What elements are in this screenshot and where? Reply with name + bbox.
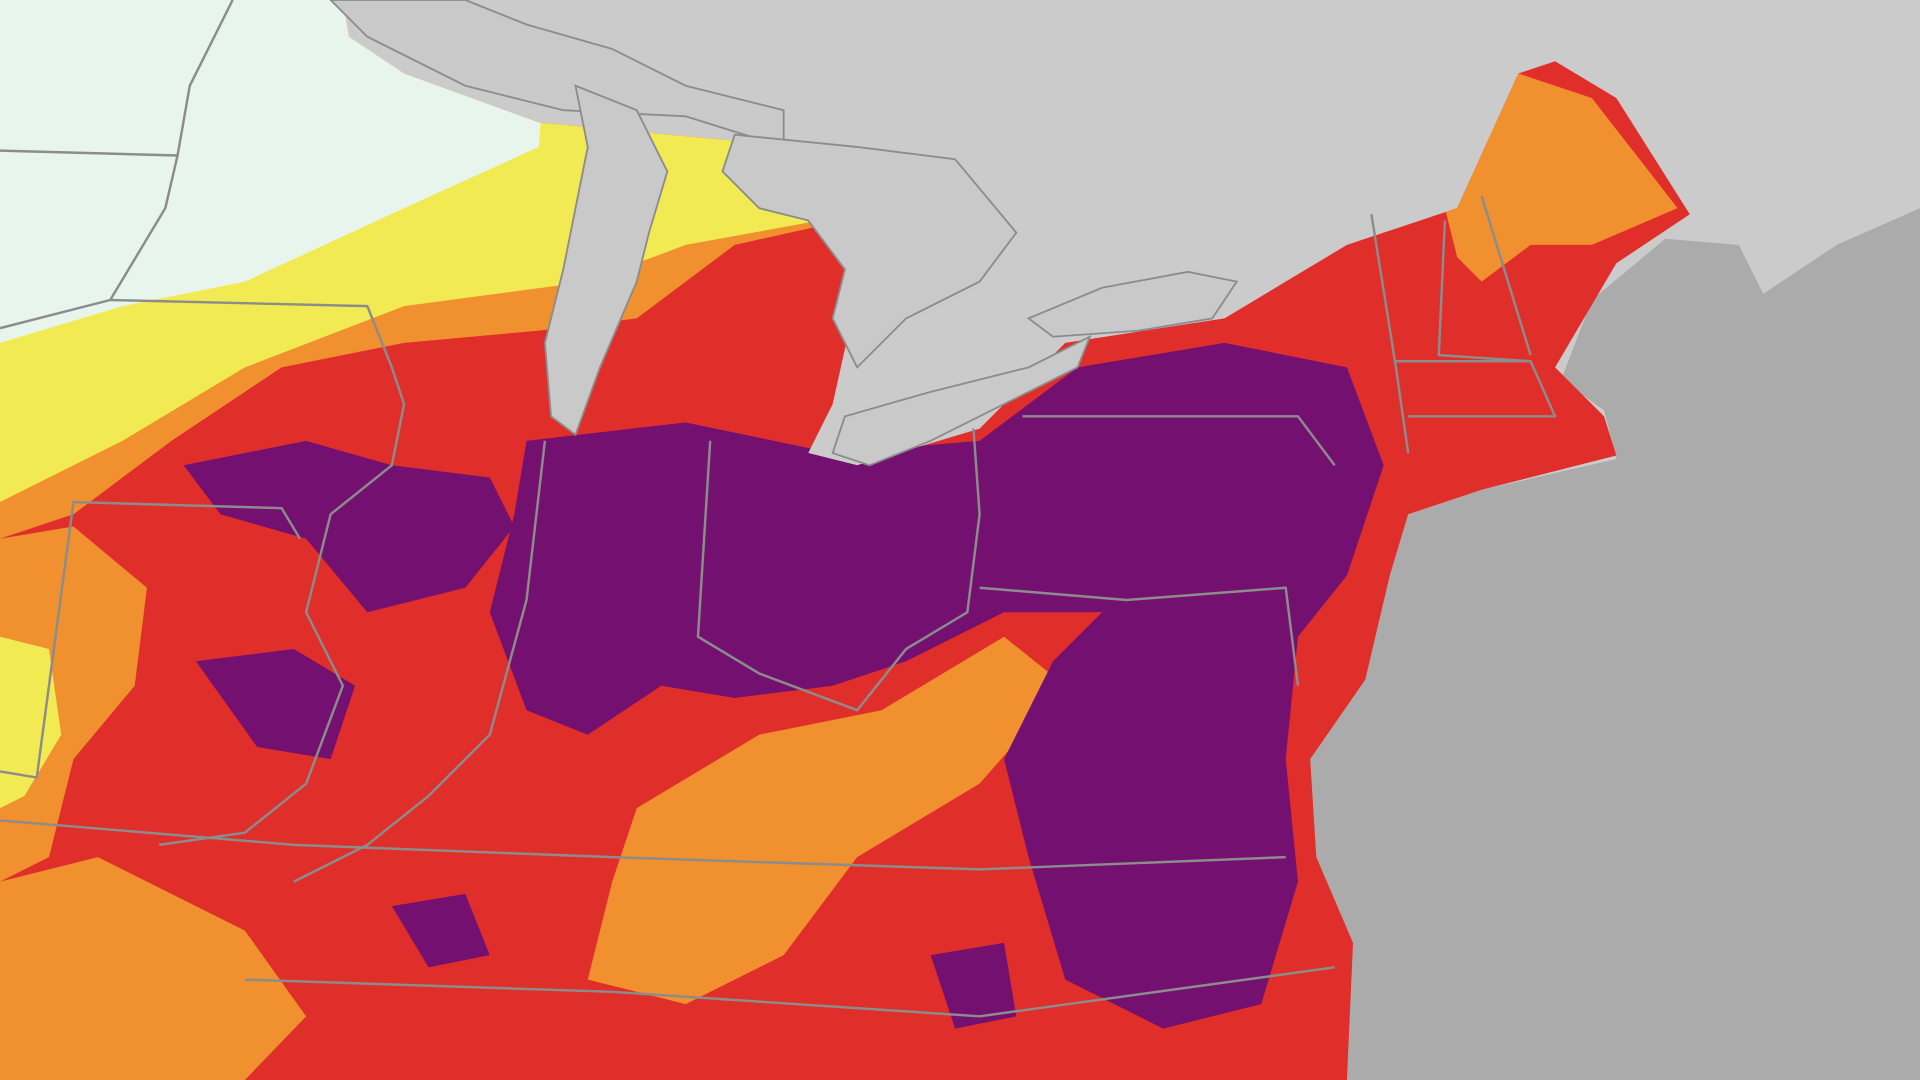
state-border (1370, 214, 1410, 454)
state-border (1437, 220, 1531, 363)
lakes (329, 0, 1239, 467)
lake-michigan (543, 84, 669, 437)
heat-orange-west (0, 526, 147, 882)
state-border (0, 500, 302, 779)
state-border (0, 149, 179, 330)
heat-purple-carolina (930, 942, 1017, 1029)
heat-purple-illinois (183, 440, 515, 613)
lake-superior (329, 0, 785, 149)
heat-purple-missouri (195, 648, 356, 760)
lake-huron (721, 133, 1018, 369)
heat-orange-southwest (0, 857, 307, 1080)
lake-ontario (1026, 270, 1239, 338)
state-border (176, 0, 234, 156)
heat-yellow-west (0, 636, 62, 809)
heat-orange-maine (1444, 73, 1678, 282)
state-border (1395, 360, 1557, 418)
heat-orange-appalachia (587, 636, 1066, 1005)
heat-purple-tennessee (391, 893, 490, 968)
state-border (1022, 415, 1336, 467)
heat-purple-core (489, 342, 1384, 1029)
state-border (0, 819, 1286, 871)
state-border (696, 428, 981, 712)
lake-erie (831, 334, 1092, 467)
state-borders (0, 0, 1557, 1018)
heat-lowest (0, 0, 552, 343)
ocean (1310, 208, 1920, 1080)
state-border (293, 440, 547, 883)
state-border (110, 298, 406, 847)
state-border (1480, 195, 1532, 356)
state-border (979, 586, 1300, 686)
state-border (244, 966, 1335, 1018)
